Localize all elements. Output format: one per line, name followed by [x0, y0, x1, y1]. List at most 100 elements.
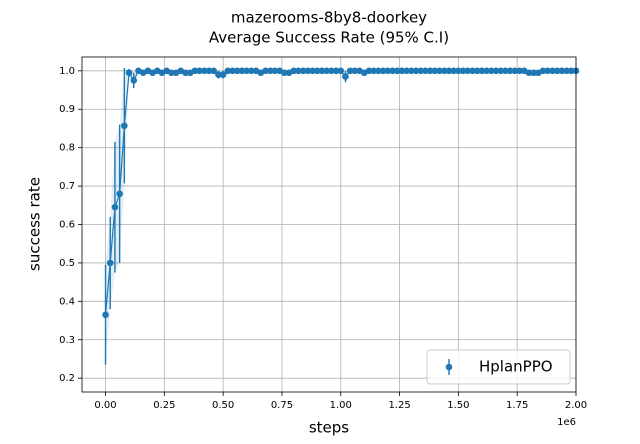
point — [191, 67, 199, 75]
y-tick-label: 0.2 — [59, 373, 75, 384]
point — [370, 67, 377, 75]
point — [544, 67, 552, 75]
point — [299, 67, 307, 75]
point — [473, 67, 481, 75]
point — [130, 77, 138, 84]
point — [290, 67, 298, 75]
point — [342, 73, 349, 80]
point — [271, 67, 279, 75]
x-tick-label: 0.00 — [94, 400, 116, 411]
legend-box — [426, 349, 571, 385]
point — [229, 67, 236, 75]
point — [196, 67, 203, 75]
point — [516, 67, 523, 75]
point — [445, 67, 453, 75]
point — [450, 67, 457, 75]
point — [365, 67, 373, 75]
y-tick-label: 1.0 — [59, 66, 75, 77]
point — [318, 67, 326, 75]
y-tick-label: 0.5 — [59, 258, 75, 269]
x-tick-label: 2.00 — [565, 400, 587, 411]
y-tick-label: 0.6 — [59, 220, 75, 231]
point — [436, 67, 443, 75]
point — [431, 67, 439, 75]
point — [304, 67, 312, 75]
point — [422, 67, 429, 75]
point — [106, 259, 114, 267]
point — [511, 67, 519, 75]
x-tick-label: 0.25 — [153, 400, 175, 411]
point — [403, 67, 410, 75]
point — [116, 190, 123, 198]
y-axis-label: success rate — [26, 177, 44, 271]
point — [525, 69, 533, 77]
point — [125, 69, 133, 77]
point — [469, 67, 476, 75]
point — [346, 67, 354, 75]
y-tick-label: 0.4 — [59, 296, 75, 307]
point — [506, 67, 514, 75]
point — [182, 69, 189, 77]
point — [233, 67, 241, 75]
point — [262, 67, 269, 75]
point — [488, 67, 495, 75]
point — [502, 67, 509, 75]
point — [102, 311, 109, 319]
point — [111, 203, 119, 211]
point — [558, 67, 566, 75]
point — [426, 67, 434, 75]
point — [412, 67, 420, 75]
y-tick-label: 0.8 — [59, 143, 75, 154]
point — [530, 69, 537, 77]
point — [309, 67, 316, 75]
y-tick-label: 0.3 — [59, 335, 75, 346]
point — [379, 67, 387, 75]
point — [384, 67, 392, 75]
point — [553, 67, 561, 75]
point — [313, 67, 321, 75]
point — [215, 71, 222, 78]
x-tick-label: 1.00 — [330, 400, 352, 411]
point — [351, 67, 359, 75]
point — [497, 67, 505, 75]
point — [492, 67, 500, 75]
point — [483, 67, 490, 75]
x-offset-label: 1e6 — [557, 417, 576, 428]
point — [219, 71, 227, 78]
point — [549, 67, 556, 75]
point — [238, 67, 246, 75]
x-tick-label: 0.50 — [212, 400, 234, 411]
point — [332, 67, 340, 75]
point — [243, 67, 250, 75]
point — [417, 67, 425, 75]
point — [224, 67, 232, 75]
x-axis-label: steps — [309, 419, 349, 437]
x-tick-label: 1.75 — [506, 400, 528, 411]
point — [295, 67, 302, 75]
point — [459, 67, 467, 75]
point — [455, 67, 462, 75]
point — [210, 67, 218, 75]
point — [323, 67, 330, 75]
point — [201, 67, 208, 75]
chart-title: mazerooms-8by8-doorkey — [231, 9, 427, 27]
point — [281, 69, 288, 77]
point — [478, 67, 486, 75]
point — [328, 67, 335, 75]
point — [539, 67, 547, 75]
point — [375, 67, 382, 75]
legend-label: HplanPPO — [479, 358, 553, 376]
point — [248, 67, 255, 75]
x-tick-label: 0.75 — [271, 400, 293, 411]
y-tick-label: 0.9 — [59, 104, 75, 115]
x-tick-label: 1.50 — [447, 400, 469, 411]
point — [205, 67, 213, 75]
point — [563, 67, 570, 75]
y-tick-label: 0.7 — [59, 181, 75, 192]
chart-subtitle: Average Success Rate (95% C.I) — [209, 29, 449, 47]
point — [567, 67, 575, 75]
point — [121, 122, 128, 130]
point — [393, 67, 401, 75]
point — [168, 69, 175, 77]
